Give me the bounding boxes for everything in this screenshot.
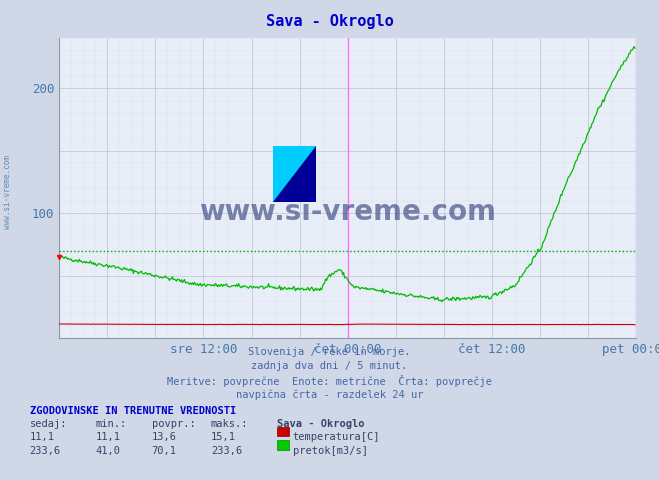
Text: Slovenija / reke in morje.: Slovenija / reke in morje. xyxy=(248,347,411,357)
Text: Meritve: povprečne  Enote: metrične  Črta: povprečje: Meritve: povprečne Enote: metrične Črta:… xyxy=(167,375,492,387)
Text: www.si-vreme.com: www.si-vreme.com xyxy=(3,155,13,229)
Text: 13,6: 13,6 xyxy=(152,432,177,443)
Text: www.si-vreme.com: www.si-vreme.com xyxy=(199,198,496,227)
Text: temperatura[C]: temperatura[C] xyxy=(293,432,380,443)
Text: 11,1: 11,1 xyxy=(96,432,121,443)
Polygon shape xyxy=(273,146,316,202)
Text: 70,1: 70,1 xyxy=(152,446,177,456)
Text: sedaj:: sedaj: xyxy=(30,419,67,429)
Text: 41,0: 41,0 xyxy=(96,446,121,456)
Polygon shape xyxy=(273,146,316,202)
Text: 11,1: 11,1 xyxy=(30,432,55,443)
Text: 233,6: 233,6 xyxy=(211,446,242,456)
Text: povpr.:: povpr.: xyxy=(152,419,195,429)
Text: navpična črta - razdelek 24 ur: navpična črta - razdelek 24 ur xyxy=(236,390,423,400)
Text: maks.:: maks.: xyxy=(211,419,248,429)
Text: pretok[m3/s]: pretok[m3/s] xyxy=(293,446,368,456)
Text: ZGODOVINSKE IN TRENUTNE VREDNOSTI: ZGODOVINSKE IN TRENUTNE VREDNOSTI xyxy=(30,406,236,416)
Text: Sava - Okroglo: Sava - Okroglo xyxy=(266,14,393,29)
Text: 15,1: 15,1 xyxy=(211,432,236,443)
Text: 233,6: 233,6 xyxy=(30,446,61,456)
Text: Sava - Okroglo: Sava - Okroglo xyxy=(277,419,364,429)
Text: zadnja dva dni / 5 minut.: zadnja dva dni / 5 minut. xyxy=(251,361,408,371)
Text: min.:: min.: xyxy=(96,419,127,429)
